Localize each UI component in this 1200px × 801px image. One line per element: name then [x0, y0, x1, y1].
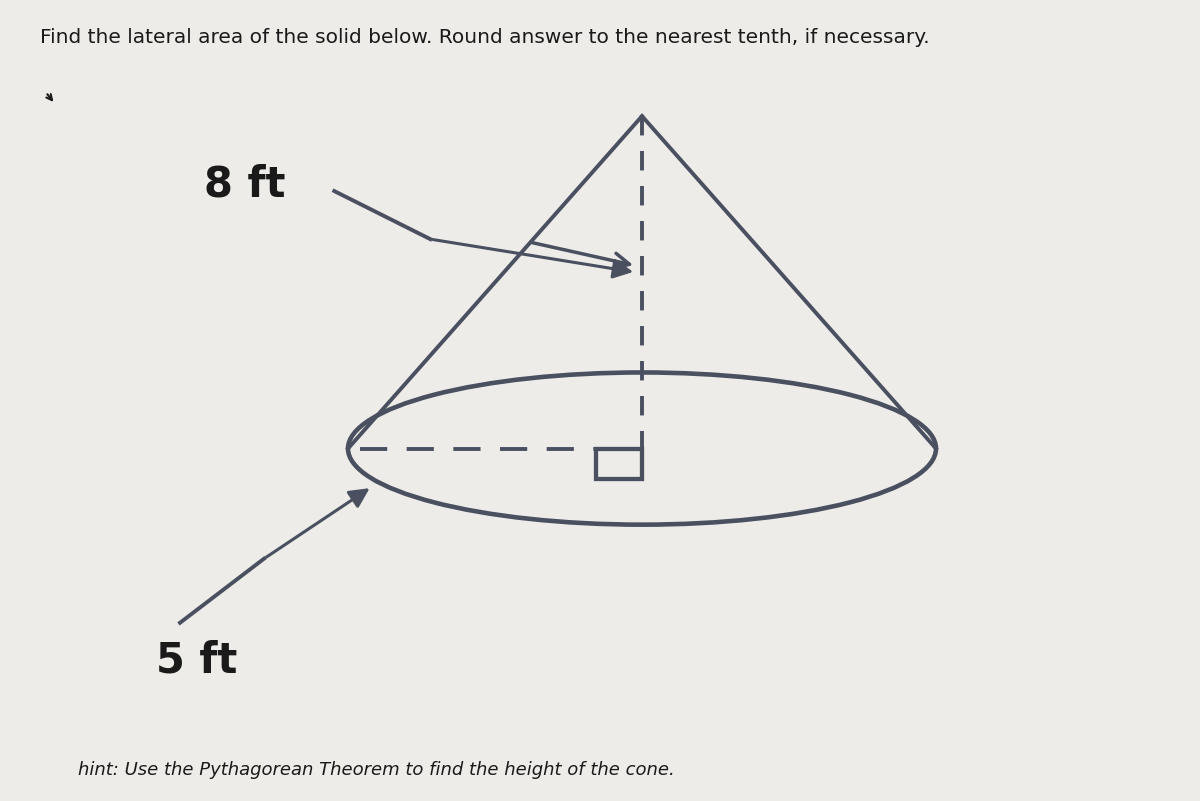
Bar [596, 449, 642, 479]
Text: hint: Use the Pythagorean Theorem to find the height of the cone.: hint: Use the Pythagorean Theorem to fin… [78, 761, 674, 779]
Text: 5 ft: 5 ft [156, 640, 238, 682]
Text: Find the lateral area of the solid below. Round answer to the nearest tenth, if : Find the lateral area of the solid below… [40, 28, 929, 47]
Text: 8 ft: 8 ft [204, 163, 286, 205]
